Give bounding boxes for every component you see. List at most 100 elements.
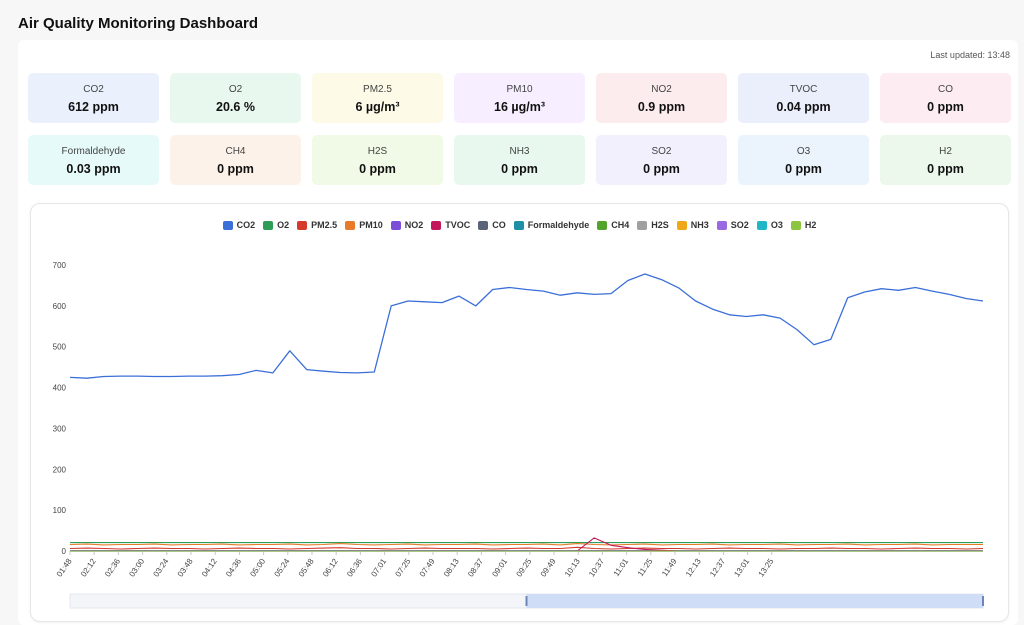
metric-name: CH4 bbox=[225, 146, 246, 157]
legend-item-co[interactable]: CO bbox=[478, 220, 506, 230]
metric-card-ch4: CH4 0 ppm bbox=[170, 135, 301, 185]
y-tick-label: 700 bbox=[53, 261, 67, 270]
legend-swatch bbox=[716, 220, 727, 230]
chart-legend: CO2 O2 PM2.5 PM10 NO2 TVOC CO Formaldehyde CH4 H2… bbox=[31, 220, 1008, 230]
metric-name: O3 bbox=[796, 146, 811, 157]
x-tick-label: 10:13 bbox=[563, 557, 582, 579]
x-tick-label: 07:01 bbox=[369, 557, 388, 579]
legend-swatch bbox=[756, 220, 767, 230]
legend-label: H2S bbox=[651, 220, 669, 230]
x-tick-label: 05:00 bbox=[248, 557, 267, 579]
legend-swatch bbox=[297, 220, 308, 230]
zoom-handle-left[interactable] bbox=[525, 596, 528, 606]
metric-value: 20.6 % bbox=[216, 100, 255, 114]
legend-label: CH4 bbox=[611, 220, 630, 230]
legend-label: O2 bbox=[277, 220, 290, 230]
x-tick-label: 04:12 bbox=[200, 557, 219, 579]
legend-item-pm25[interactable]: PM2.5 bbox=[297, 220, 337, 230]
metric-card-co2: CO2 612 ppm bbox=[28, 73, 159, 123]
last-updated-text: Last updated: 13:48 bbox=[930, 50, 1010, 60]
metric-value: 16 µg/m³ bbox=[494, 100, 545, 114]
metric-card-so2: SO2 0 ppm bbox=[596, 135, 727, 185]
metric-name: Formaldehyde bbox=[61, 146, 126, 157]
x-tick-label: 10:37 bbox=[587, 557, 606, 579]
x-tick-label: 04:36 bbox=[224, 557, 243, 579]
legend-item-formaldehyde[interactable]: Formaldehyde bbox=[513, 220, 590, 230]
legend-item-tvoc[interactable]: TVOC bbox=[431, 220, 470, 230]
metric-card-h2: H2 0 ppm bbox=[880, 135, 1011, 185]
metric-name: TVOC bbox=[789, 84, 818, 95]
chart-card: CO2 O2 PM2.5 PM10 NO2 TVOC CO Formaldehyde CH4 H2… bbox=[30, 203, 1009, 622]
metric-name: CO2 bbox=[83, 84, 104, 95]
legend-item-nh3[interactable]: NH3 bbox=[676, 220, 709, 230]
x-tick-label: 09:01 bbox=[490, 557, 509, 579]
dashboard-panel: Last updated: 13:48 CO2 612 ppm O2 20.6 % … bbox=[18, 40, 1018, 625]
metric-card-co: CO 0 ppm bbox=[880, 73, 1011, 123]
y-tick-label: 200 bbox=[53, 465, 67, 474]
legend-item-co2[interactable]: CO2 bbox=[222, 220, 256, 230]
metric-value: 0 ppm bbox=[785, 162, 822, 176]
x-tick-label: 03:00 bbox=[127, 557, 146, 579]
legend-swatch bbox=[222, 220, 233, 230]
legend-label: H2 bbox=[804, 220, 817, 230]
x-tick-label: 08:37 bbox=[466, 557, 485, 579]
x-tick-label: 05:24 bbox=[273, 557, 292, 579]
zoom-handle-right[interactable] bbox=[982, 596, 984, 606]
legend-swatch bbox=[390, 220, 401, 230]
metric-name: H2 bbox=[939, 146, 952, 157]
legend-swatch bbox=[513, 220, 524, 230]
legend-item-h2s[interactable]: H2S bbox=[637, 220, 669, 230]
legend-label: NH3 bbox=[690, 220, 709, 230]
metric-card-o3: O3 0 ppm bbox=[738, 135, 869, 185]
metric-value: 0 ppm bbox=[359, 162, 396, 176]
x-tick-label: 03:24 bbox=[152, 557, 171, 579]
x-tick-label: 02:12 bbox=[79, 557, 98, 579]
line-chart[interactable]: 0 100 200 300 400 500 600 700 01:48 02:12 02:36 03:… bbox=[31, 204, 1010, 623]
legend-item-pm10[interactable]: PM10 bbox=[345, 220, 383, 230]
legend-label: Formaldehyde bbox=[527, 220, 590, 230]
metric-card-no2: NO2 0.9 ppm bbox=[596, 73, 727, 123]
metric-value: 0 ppm bbox=[643, 162, 680, 176]
legend-item-so2[interactable]: SO2 bbox=[716, 220, 749, 230]
legend-swatch bbox=[345, 220, 356, 230]
metric-value: 0 ppm bbox=[501, 162, 538, 176]
legend-item-no2[interactable]: NO2 bbox=[390, 220, 424, 230]
page-title: Air Quality Monitoring Dashboard bbox=[18, 15, 259, 32]
legend-label: PM2.5 bbox=[311, 220, 338, 230]
legend-swatch bbox=[597, 220, 608, 230]
legend-label: SO2 bbox=[730, 220, 749, 230]
metric-name: NH3 bbox=[509, 146, 530, 157]
x-tick-label: 06:36 bbox=[345, 557, 364, 579]
metric-card-pm25: PM2.5 6 µg/m³ bbox=[312, 73, 443, 123]
metric-value: 612 ppm bbox=[68, 100, 119, 114]
legend-item-o3[interactable]: O3 bbox=[756, 220, 783, 230]
metric-card-formaldehyde: Formaldehyde 0.03 ppm bbox=[28, 135, 159, 185]
legend-label: TVOC bbox=[445, 220, 471, 230]
legend-item-ch4[interactable]: CH4 bbox=[597, 220, 629, 230]
y-tick-label: 300 bbox=[53, 424, 67, 433]
metric-name: NO2 bbox=[651, 84, 672, 95]
legend-swatch bbox=[637, 220, 648, 230]
x-tick-label: 08:13 bbox=[442, 557, 461, 579]
metric-name: PM2.5 bbox=[363, 84, 392, 95]
metric-card-tvoc: TVOC 0.04 ppm bbox=[738, 73, 869, 123]
legend-item-h2[interactable]: H2 bbox=[790, 220, 817, 230]
metric-card-nh3: NH3 0 ppm bbox=[454, 135, 585, 185]
x-tick-label: 02:36 bbox=[103, 557, 122, 579]
metric-value: 0.9 ppm bbox=[637, 100, 686, 114]
legend-label: O3 bbox=[770, 220, 783, 230]
zoom-selection[interactable] bbox=[526, 594, 984, 608]
metric-card-h2s: H2S 0 ppm bbox=[312, 135, 443, 185]
x-tick-label: 06:12 bbox=[321, 557, 340, 579]
metric-name: H2S bbox=[367, 146, 388, 157]
metric-name: SO2 bbox=[651, 146, 672, 157]
metric-name: PM10 bbox=[506, 84, 533, 95]
legend-label: NO2 bbox=[404, 220, 424, 230]
legend-item-o2[interactable]: O2 bbox=[263, 220, 289, 230]
x-tick-label: 05:48 bbox=[297, 557, 316, 579]
legend-swatch bbox=[790, 220, 801, 230]
legend-label: CO2 bbox=[236, 220, 256, 230]
legend-label: PM10 bbox=[359, 220, 383, 230]
series-line-pm25 bbox=[69, 546, 984, 550]
y-tick-label: 500 bbox=[53, 343, 67, 352]
